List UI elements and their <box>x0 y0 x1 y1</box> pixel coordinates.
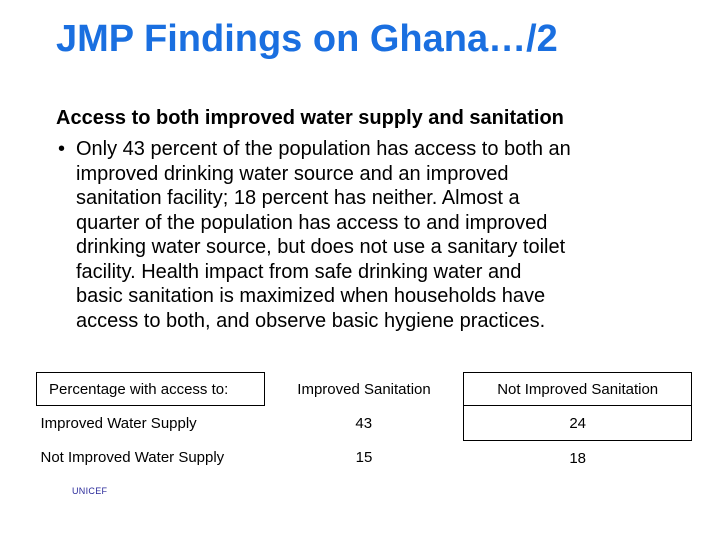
row-label: Not Improved Water Supply <box>40 449 225 467</box>
table-row: Improved Water Supply 43 24 <box>37 405 692 441</box>
bullet-text: Only 43 percent of the population has ac… <box>76 138 571 332</box>
header-cell-percentage: Percentage with access to: <box>36 372 265 406</box>
cell-not-improved-sanitation: 18 <box>569 449 587 467</box>
header-cell-improved-sanitation: Improved Sanitation <box>297 380 431 398</box>
cell-not-improved-sanitation: 24 <box>463 405 692 441</box>
table-header-row: Percentage with access to: Improved Sani… <box>36 372 692 406</box>
footer-source: UNICEF <box>72 486 108 496</box>
cell-improved-sanitation: 15 <box>355 449 373 467</box>
bullet-icon: • <box>58 138 66 160</box>
section-subheading: Access to both improved water supply and… <box>56 107 564 129</box>
table-row: Not Improved Water Supply 15 18 <box>37 441 692 476</box>
header-cell-not-improved-sanitation: Not Improved Sanitation <box>463 372 692 406</box>
slide-title: JMP Findings on Ghana…/2 <box>56 18 558 60</box>
access-table: Percentage with access to: Improved Sani… <box>36 372 692 475</box>
row-label: Improved Water Supply <box>40 414 197 432</box>
cell-improved-sanitation: 43 <box>355 414 373 432</box>
bullet-item: • Only 43 percent of the population has … <box>58 137 698 333</box>
